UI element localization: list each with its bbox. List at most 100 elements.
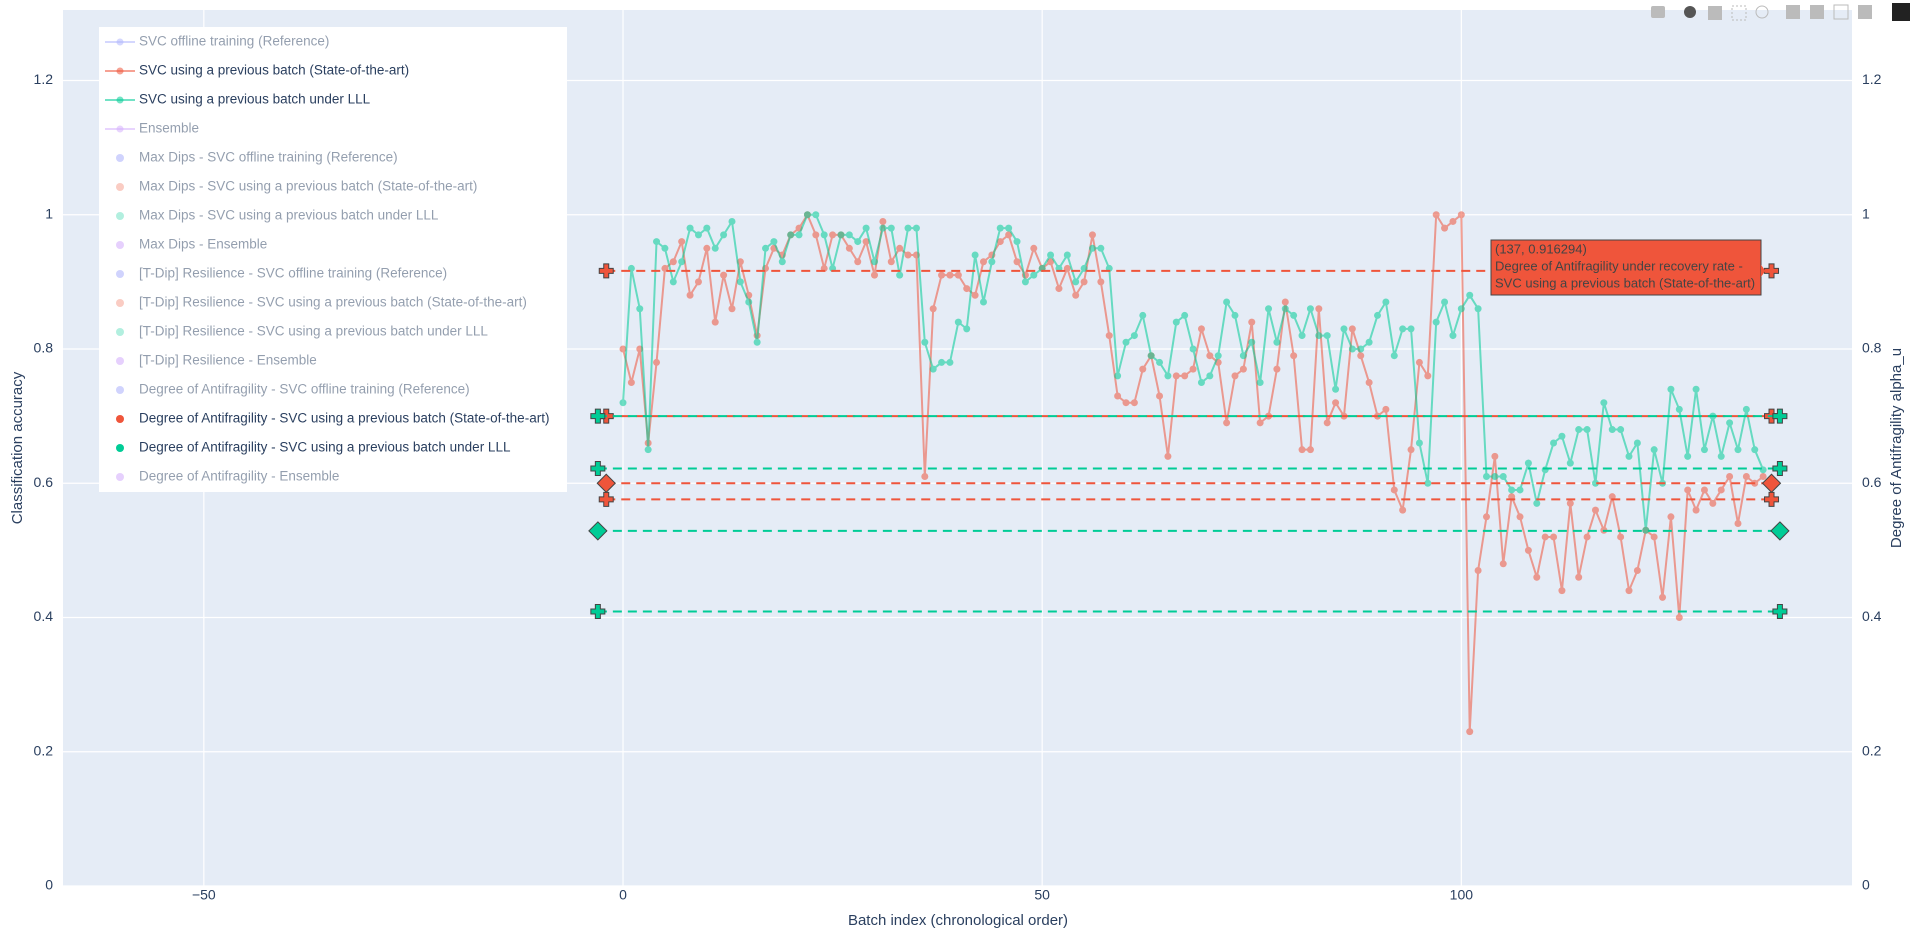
modebar[interactable] [1651,3,1910,21]
legend-item[interactable]: Max Dips - SVC using a previous batch (S… [116,179,477,194]
data-point [887,258,895,266]
legend-item[interactable]: SVC using a previous batch (State-of-the… [105,63,409,78]
data-point [1675,613,1683,621]
data-point [661,244,669,252]
zoom-icon[interactable] [1684,6,1696,18]
data-point [1088,231,1096,239]
y2-tick-label: 0.4 [1862,608,1882,624]
data-point [1675,405,1683,413]
legend[interactable]: SVC offline training (Reference) SVC usin… [99,27,567,492]
data-point [770,238,778,246]
legend-label: [T-Dip] Resilience - SVC using a previou… [139,324,488,339]
data-point [1164,372,1172,380]
level-marker [590,408,606,424]
data-point [929,365,937,373]
data-point [1348,325,1356,333]
legend-label: [T-Dip] Resilience - Ensemble [139,353,317,368]
data-point [1298,332,1306,340]
data-point [1281,298,1289,306]
data-point [904,224,912,232]
data-point [1122,399,1130,407]
data-point [1390,352,1398,360]
autoscale-icon[interactable] [1833,4,1849,20]
data-point [1441,298,1449,306]
reset-icon[interactable] [1858,5,1872,19]
data-point [1608,426,1616,434]
plotly-logo[interactable] [1892,3,1910,21]
data-point [787,231,795,239]
hover-text: SVC using a previous batch (State-of-the… [1495,275,1755,290]
legend-item[interactable]: Max Dips - SVC using a previous batch un… [116,208,439,223]
legend-item[interactable]: [T-Dip] Resilience - Ensemble [116,353,317,368]
legend-item[interactable]: [T-Dip] Resilience - SVC using a previou… [116,295,527,310]
data-point [1684,452,1692,460]
legend-item[interactable]: Degree of Antifragility - SVC using a pr… [116,440,511,455]
lasso-icon[interactable] [1755,5,1769,19]
data-point [753,338,761,346]
data-point [1491,473,1499,481]
y-tick-label: 0.2 [34,742,54,758]
legend-item[interactable]: Max Dips - Ensemble [116,237,267,252]
level-marker [1772,408,1788,424]
camera-icon[interactable] [1651,6,1665,18]
level-marker [590,460,606,476]
legend-label: SVC offline training (Reference) [139,34,329,49]
data-point [1172,372,1180,380]
legend-item[interactable]: Ensemble [105,121,199,136]
data-point [694,231,702,239]
data-point [896,244,904,252]
data-point [1633,439,1641,447]
zoom-in-icon[interactable] [1786,5,1800,19]
legend-label: Degree of Antifragility - SVC using a pr… [139,440,511,455]
data-point [1139,365,1147,373]
data-point [1323,419,1331,427]
data-point [1449,217,1457,225]
legend-item[interactable]: [T-Dip] Resilience - SVC using a previou… [116,324,488,339]
data-point [1063,251,1071,259]
level-marker [590,603,606,619]
legend-item[interactable]: SVC offline training (Reference) [105,34,329,49]
data-point [938,271,946,279]
legend-label: Max Dips - SVC offline training (Referen… [139,150,398,165]
data-point [1533,499,1541,507]
data-point [1550,439,1558,447]
data-point [912,224,920,232]
data-point [1021,278,1029,286]
data-point [1088,244,1096,252]
legend-item[interactable]: Max Dips - SVC offline training (Referen… [116,150,398,165]
y2-tick-label: 1.2 [1862,71,1882,87]
legend-item[interactable]: [T-Dip] Resilience - SVC offline trainin… [116,266,447,281]
legend-item[interactable]: Degree of Antifragility - SVC using a pr… [116,411,549,426]
data-point [1189,345,1197,353]
data-point [778,258,786,266]
data-point [720,271,728,279]
data-point [1424,372,1432,380]
data-point [1080,278,1088,286]
data-point [686,224,694,232]
legend-dot [116,96,124,104]
data-point [837,231,845,239]
data-point [1726,473,1734,481]
legend-label: [T-Dip] Resilience - SVC offline trainin… [139,266,447,281]
data-point [1432,211,1440,219]
data-point [1424,479,1432,487]
level-marker [588,521,608,541]
legend-item[interactable]: SVC using a previous batch under LLL [105,92,371,107]
data-point [1357,352,1365,360]
data-point [1751,446,1759,454]
legend-item[interactable]: Degree of Antifragility - SVC offline tr… [116,382,470,397]
data-point [1273,365,1281,373]
legend-item[interactable]: Degree of Antifragility - Ensemble [116,469,339,484]
select-icon[interactable] [1731,5,1747,21]
pan-icon[interactable] [1708,6,1722,20]
data-point [1290,352,1298,360]
data-point [1298,446,1306,454]
data-point [1591,479,1599,487]
data-point [1080,264,1088,272]
data-point [1097,244,1105,252]
data-point [1742,473,1750,481]
zoom-out-icon[interactable] [1810,5,1824,19]
legend-dot [116,183,124,191]
legend-label: Degree of Antifragility - Ensemble [139,469,339,484]
data-point [1491,452,1499,460]
